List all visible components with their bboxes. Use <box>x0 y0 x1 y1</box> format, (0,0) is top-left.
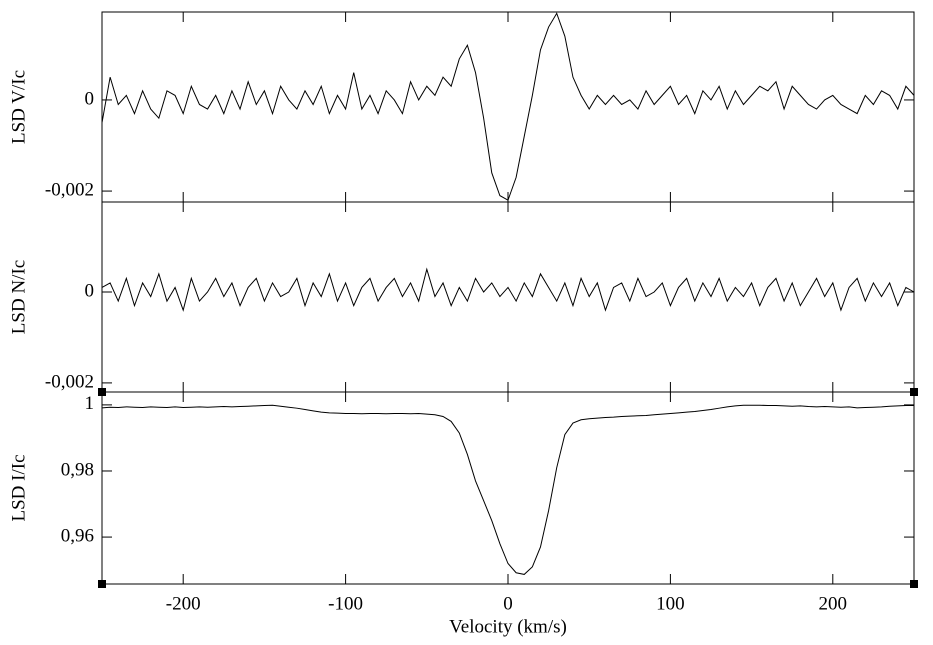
y-tick-label: 1 <box>85 393 95 414</box>
x-tick-label: 0 <box>503 593 513 614</box>
x-tick-label: 200 <box>819 593 848 614</box>
y-tick-label: 0,98 <box>61 459 94 480</box>
x-tick-label: -200 <box>166 593 201 614</box>
y-tick-label: 0 <box>85 280 95 301</box>
data-line <box>101 404 914 575</box>
corner-handle <box>98 580 106 588</box>
x-tick-label: 100 <box>656 593 685 614</box>
corner-handle <box>910 580 918 588</box>
corner-handle <box>910 388 918 396</box>
y-tick-label: -0,002 <box>45 179 94 200</box>
plot-frame <box>101 11 915 203</box>
data-line <box>101 267 915 312</box>
x-axis-label: Velocity (km/s) <box>449 616 567 637</box>
data-line <box>101 12 915 201</box>
y-axis-label: LSD N/Ic <box>8 260 29 334</box>
y-tick-label: -0,002 <box>45 371 94 392</box>
corner-handle <box>98 388 106 396</box>
x-tick-label: -100 <box>328 593 363 614</box>
y-tick-label: 0,96 <box>61 525 94 546</box>
plot-frame <box>101 391 915 585</box>
y-tick-label: 0 <box>85 88 95 109</box>
y-axis-label: LSD V/Ic <box>8 70 29 144</box>
y-axis-label: LSD I/Ic <box>8 454 29 521</box>
